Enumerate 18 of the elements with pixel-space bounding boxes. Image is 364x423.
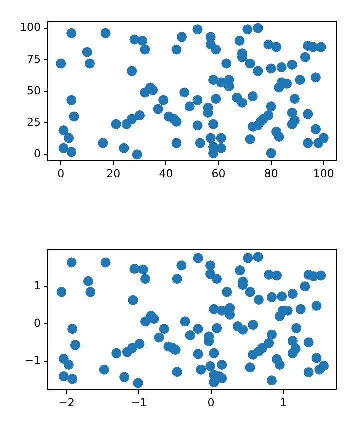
x-tick-label: 40 <box>159 167 174 180</box>
y-tick-label: 0 <box>34 316 41 330</box>
x-tick-label: 0 <box>58 167 65 180</box>
y-tick-label: −1 <box>24 354 41 368</box>
y-tick-label: 1 <box>34 279 41 292</box>
y-tick-label: 75 <box>27 52 41 66</box>
y-tick-label: 0 <box>34 148 41 161</box>
x-tick-label: −2 <box>58 396 75 410</box>
y-tick-label: 25 <box>27 116 41 129</box>
y-tick-label: 50 <box>27 84 41 98</box>
x-tick-label: 60 <box>212 167 226 180</box>
x-tick-label: −1 <box>130 396 148 410</box>
x-tick-label: 20 <box>106 167 121 180</box>
y-tick-label: 100 <box>20 21 41 34</box>
x-tick-label: 80 <box>264 167 278 180</box>
x-tick-label: 1 <box>280 396 288 410</box>
x-tick-label: 0 <box>208 396 215 410</box>
x-tick-label: 100 <box>313 167 334 180</box>
